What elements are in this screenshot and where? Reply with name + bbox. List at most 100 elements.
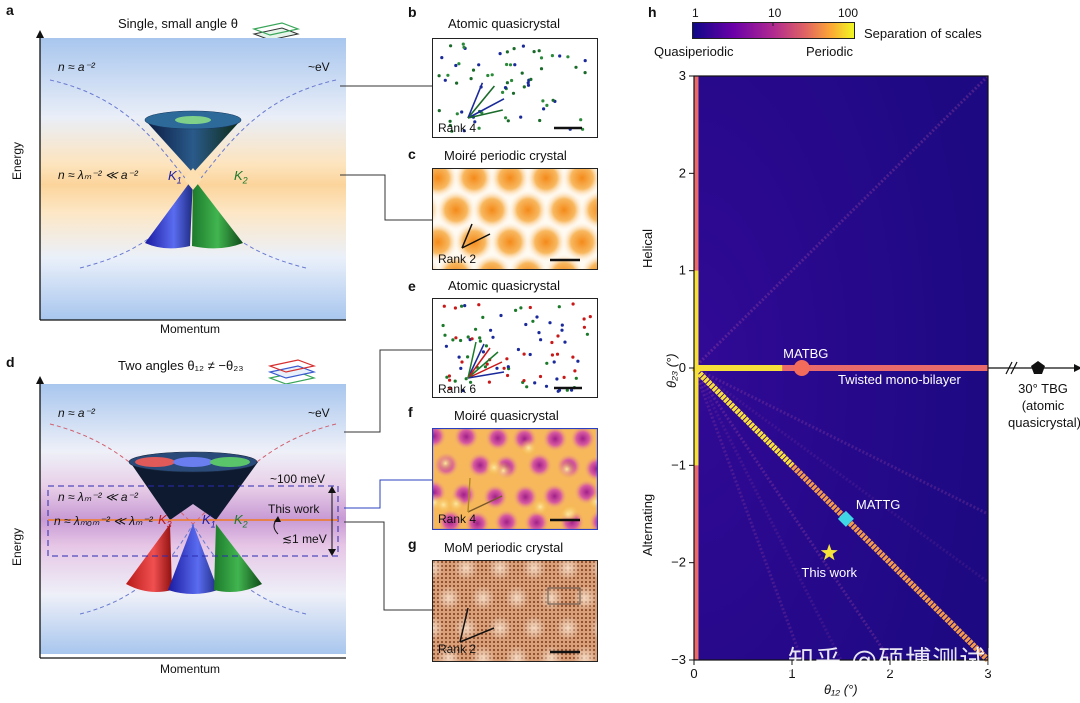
lattice-atom [474, 327, 478, 331]
panel-d-energy-arrows [273, 486, 336, 556]
lattice-atom [473, 120, 477, 124]
moire-site [544, 254, 584, 270]
lattice-vectors [467, 82, 505, 119]
panel-a-ev: ~eV [308, 60, 330, 74]
colorbar [692, 22, 855, 39]
helical-label: Helical [640, 228, 655, 268]
lattice-atom [521, 44, 525, 48]
resonance-streak [692, 367, 843, 661]
lattice-atom [537, 49, 541, 53]
lattice-atom [555, 352, 560, 356]
moire-site [454, 168, 494, 198]
lattice-atom [556, 334, 560, 338]
panel-a-letter: a [6, 2, 14, 18]
lattice-atom [448, 387, 452, 391]
y-tick-label: −1 [671, 457, 686, 472]
lattice-atom [454, 336, 458, 340]
lattice-atom [550, 353, 554, 357]
lattice-atom [545, 361, 549, 365]
lattice-atom [519, 115, 523, 119]
panel-d-n-low: n ≈ λₘₒₘ⁻² ≪ λₘ⁻² [54, 514, 153, 528]
mom-site [488, 616, 512, 640]
moire-bright-spot [436, 454, 455, 473]
panel-f-letter: f [408, 404, 413, 420]
lattice-atom [477, 63, 481, 67]
panel-h-letter: h [648, 4, 657, 20]
lattice-atom [583, 71, 587, 75]
mom-site [590, 560, 598, 580]
watermark: 知乎 @硕博测试圈 [788, 646, 1014, 676]
mom-site [432, 560, 444, 580]
panel-a-xlabel: Momentum [160, 322, 221, 336]
panel-d-ylabel: Energy [10, 527, 24, 566]
lattice-atom [481, 350, 485, 354]
lattice-atom [448, 378, 452, 382]
moire-site [508, 190, 548, 230]
lattice-atom [466, 335, 470, 339]
lattice-atom [582, 325, 586, 329]
panel-d-k2: K2 [234, 512, 248, 530]
lattice-atom [563, 340, 567, 344]
panel-d-n-mid: n ≈ λₘ⁻² ≪ a⁻² [58, 490, 138, 504]
lattice-atom [483, 365, 487, 369]
axis-break-mark [1010, 361, 1018, 375]
moire-site [432, 222, 458, 262]
mom-site [437, 586, 461, 610]
lattice-atom [574, 65, 578, 69]
lattice-atom [522, 352, 526, 356]
lattice-atom [514, 308, 518, 312]
panel-e-letter: e [408, 278, 416, 294]
panel-c-moire [432, 168, 598, 270]
lattice-atom [555, 377, 559, 381]
lattice-atom [511, 91, 516, 95]
lattice-atom [437, 74, 441, 78]
lattice-atom [448, 123, 452, 128]
moire-site [482, 484, 509, 510]
lattice-atom [538, 374, 543, 379]
lattice-atom [541, 99, 545, 103]
panel-d-k3: K3 [158, 512, 172, 530]
lattice-atom [505, 81, 509, 85]
mom-site [522, 560, 546, 580]
lattice-atom [453, 306, 457, 310]
lattice-atom [570, 388, 574, 392]
moire-site [580, 190, 598, 230]
lattice-atom [542, 107, 546, 111]
moire-site [490, 168, 530, 198]
tbg30-label: 30° TBG (atomic quasicrystal) [1008, 380, 1080, 431]
lattice-atom [506, 365, 510, 369]
y-tick-label: 2 [679, 165, 686, 180]
mom-site [505, 586, 529, 610]
lattice-atom [442, 304, 446, 308]
mom-site [454, 560, 478, 580]
lattice-atom [490, 73, 494, 77]
lattice-atom [512, 47, 516, 51]
lattice-atom [539, 56, 544, 60]
mom-site [556, 616, 580, 640]
lattice-atom [469, 77, 473, 81]
heatmap-ylabel: θ₂₃ (°) [664, 353, 679, 388]
lattice-atom [454, 63, 458, 68]
lattice-atom [506, 119, 510, 123]
connector-lines-d [344, 349, 432, 611]
lattice-atom [447, 374, 451, 378]
lattice-atom [450, 129, 454, 133]
lattice-atom [459, 338, 463, 343]
lattice-atom [441, 323, 445, 328]
panel-d-xlabel: Momentum [160, 662, 221, 676]
lattice-atom [504, 116, 508, 120]
lattice-atom [471, 68, 476, 72]
colorbar-title: Separation of scales [864, 26, 982, 41]
lattice-atom [455, 81, 459, 85]
moire-site [562, 222, 598, 262]
y-tick-label: 0 [679, 360, 686, 375]
lattice-atom [526, 81, 530, 85]
x-tick-label: 3 [984, 666, 991, 681]
mono-bilayer-label: Twisted mono-bilayer [838, 372, 961, 387]
heatmap-xlabel: θ₁₂ (°) [824, 682, 858, 697]
panel-b-rank: Rank 4 [438, 121, 477, 135]
lattice-atom [499, 313, 503, 318]
lattice-atom [583, 59, 587, 63]
tbg30-line3: quasicrystal) [1008, 415, 1080, 430]
panel-d-k1: K1 [202, 512, 216, 530]
